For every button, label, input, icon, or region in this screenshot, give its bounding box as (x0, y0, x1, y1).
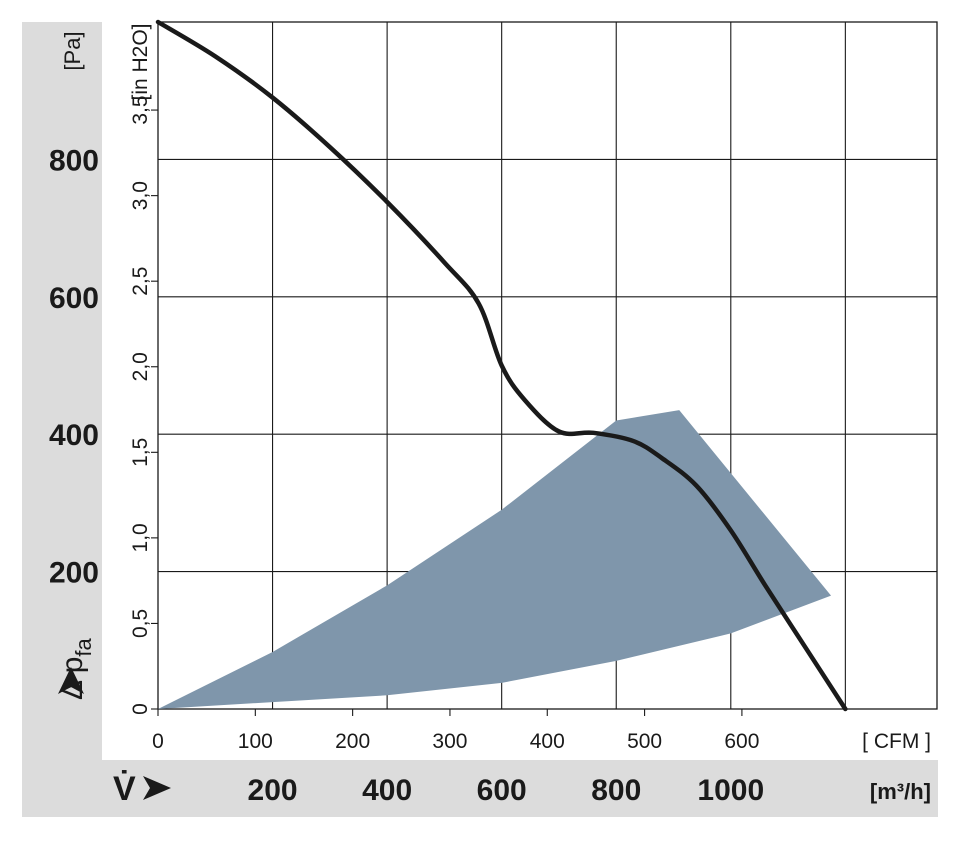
axis-background-panels (22, 22, 938, 817)
cfm-tick-label: 0 (152, 730, 164, 753)
m3h-tick-label: 800 (591, 774, 641, 807)
cfm-tick-label: 600 (724, 730, 759, 753)
m3h-unit-label: [m³/h] (870, 779, 931, 804)
operating-region (158, 410, 832, 709)
m3h-tick-label: 200 (248, 774, 298, 807)
x-axis-m3h-panel (22, 760, 938, 817)
cfm-tick-label: 400 (530, 730, 565, 753)
inh2o-unit-label: [in H2O] (129, 23, 152, 100)
operating-region-area (158, 410, 832, 709)
pa-tick-label: 800 (49, 144, 99, 177)
curve-layer (155, 19, 848, 712)
cfm-tick-label: 100 (238, 730, 273, 753)
cfm-tick-label: 300 (432, 730, 467, 753)
pa-unit-label: [Pa] (60, 31, 85, 70)
cfm-unit-label: [ CFM ] (862, 730, 931, 753)
inh2o-tick-label: 1,5 (129, 438, 152, 467)
m3h-tick-label: 400 (362, 774, 412, 807)
y-axis-panel (22, 22, 102, 817)
inh2o-tick-label: 0 (129, 703, 152, 715)
inh2o-tick-label: 1,0 (129, 523, 152, 552)
m3h-tick-label: 1000 (697, 774, 764, 807)
m3h-tick-label: 600 (477, 774, 527, 807)
y-axis-label: Δ pfa (56, 637, 96, 700)
pa-tick-label: 600 (49, 282, 99, 315)
x-axis-arrow (143, 776, 171, 800)
cfm-tick-label: 200 (335, 730, 370, 753)
inh2o-tick-label: 0,5 (129, 609, 152, 638)
inh2o-tick-label: 3,0 (129, 181, 152, 210)
pa-tick-label: 200 (49, 557, 99, 590)
x-axis-symbol: V̇ (113, 770, 136, 808)
inh2o-tick-label: 3,5 (129, 95, 152, 124)
pa-tick-label: 400 (49, 419, 99, 452)
y-axis-arrow (58, 667, 84, 694)
inh2o-tick-label: 2,0 (129, 352, 152, 381)
fan-characteristic-curve (155, 19, 848, 712)
cfm-tick-label: 500 (627, 730, 662, 753)
inh2o-tick-label: 2,5 (129, 267, 152, 296)
